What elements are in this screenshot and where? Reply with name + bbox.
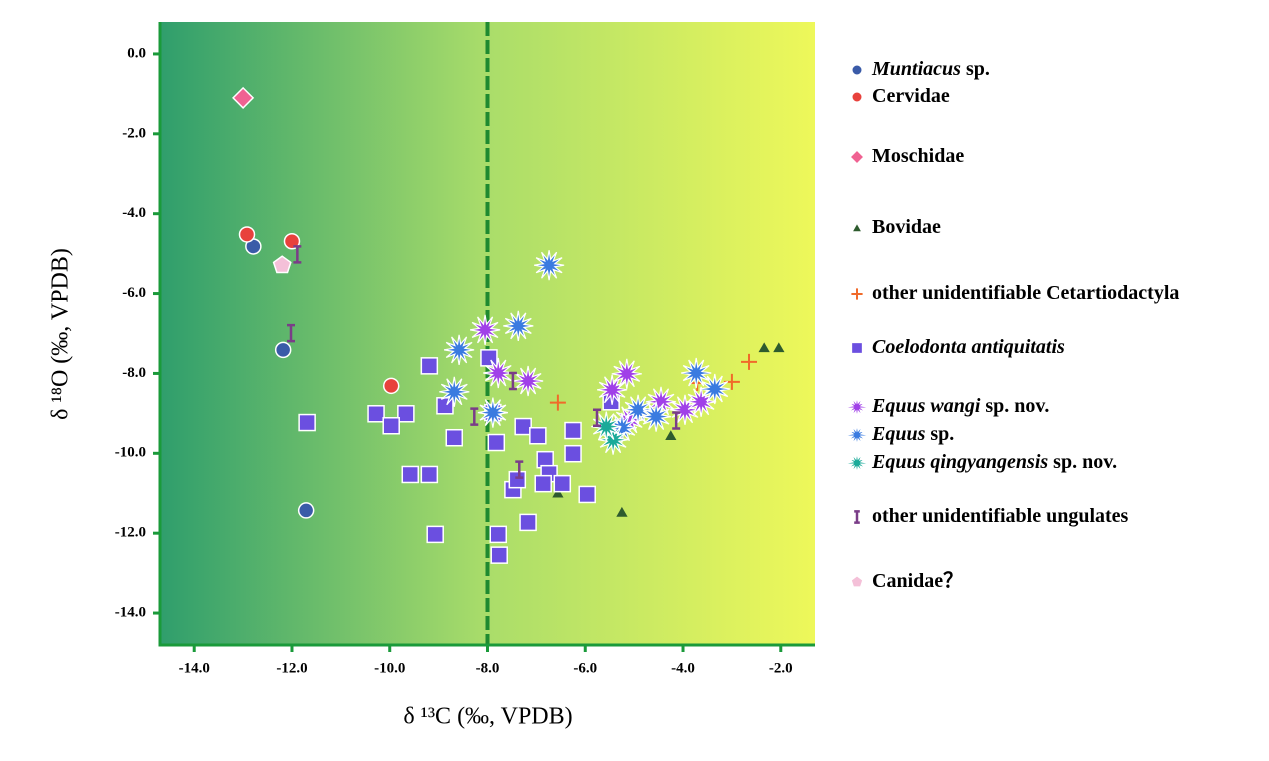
point <box>622 394 654 425</box>
point <box>552 487 564 498</box>
point <box>293 245 302 264</box>
legend-marker <box>851 91 863 103</box>
point <box>426 525 444 544</box>
point <box>397 405 415 423</box>
point <box>483 357 514 389</box>
point <box>382 417 400 435</box>
point <box>420 465 439 484</box>
point <box>515 460 524 479</box>
x-tick-label: -6.0 <box>573 660 597 676</box>
point <box>232 86 255 109</box>
point <box>592 408 601 428</box>
legend-marker <box>848 148 866 166</box>
point <box>503 310 534 342</box>
legend-label: Canidae？ <box>872 570 963 592</box>
point <box>596 374 628 405</box>
point <box>773 342 785 353</box>
point <box>367 405 385 423</box>
point <box>283 232 301 250</box>
legend-marker <box>853 224 861 232</box>
point <box>272 255 292 274</box>
y-tick-label: -10.0 <box>115 445 146 461</box>
point <box>420 357 439 375</box>
point <box>514 417 532 436</box>
point <box>382 377 400 395</box>
legend-label: Coelodonta antiquitatis <box>872 336 1065 358</box>
legend-label: other unidentifiable ungulates <box>872 505 1129 527</box>
x-tick-label: -4.0 <box>671 660 695 676</box>
y-tick-label: -6.0 <box>122 285 146 301</box>
point <box>758 342 770 353</box>
point <box>439 376 470 407</box>
point <box>480 349 498 367</box>
point <box>487 433 506 452</box>
point <box>533 250 565 281</box>
legend-marker <box>851 288 863 300</box>
y-tick-label: 0.0 <box>127 45 146 61</box>
point <box>616 506 628 517</box>
point <box>578 485 596 504</box>
point <box>274 341 292 359</box>
point <box>508 371 517 391</box>
point <box>699 373 730 405</box>
x-tick-label: -8.0 <box>476 660 500 676</box>
legend-label: Equus sp. <box>871 423 954 445</box>
point <box>591 411 622 442</box>
x-axis-label: δ ¹³C (‰, VPDB) <box>403 704 572 730</box>
point <box>597 424 629 455</box>
point <box>564 421 582 440</box>
point <box>640 401 672 432</box>
point <box>665 430 677 440</box>
y-tick-label: -2.0 <box>122 125 146 141</box>
y-tick-label: -8.0 <box>122 365 146 381</box>
legend-label: Muntiacus sp. <box>871 58 990 80</box>
x-tick-label: -12.0 <box>276 660 307 676</box>
x-tick-label: -2.0 <box>769 660 793 676</box>
x-tick-label: -14.0 <box>179 660 210 676</box>
point <box>287 323 295 343</box>
point <box>401 465 420 484</box>
y-tick-label: -12.0 <box>115 525 146 541</box>
point <box>489 525 508 544</box>
point <box>469 314 501 346</box>
point <box>298 413 316 432</box>
legend-label: Bovidae <box>872 216 941 238</box>
point <box>443 334 475 366</box>
legend-marker <box>846 452 868 474</box>
point <box>508 470 527 489</box>
point <box>672 411 681 430</box>
point <box>611 358 642 389</box>
legend-marker <box>846 424 868 446</box>
legend-marker <box>854 510 860 524</box>
point <box>681 357 712 389</box>
legend-label: Equus wangi sp. nov. <box>871 395 1049 417</box>
point <box>519 513 537 532</box>
point <box>297 502 315 519</box>
point <box>534 474 552 493</box>
y-axis-label: δ ¹⁸O (‰, VPDB) <box>48 248 74 420</box>
point <box>553 474 572 493</box>
legend-label: Moschidae <box>872 145 964 167</box>
legend-marker <box>850 341 864 355</box>
y-tick-label: -14.0 <box>115 604 146 620</box>
point <box>529 426 547 445</box>
point <box>470 407 479 426</box>
y-tick-label: -4.0 <box>122 205 146 221</box>
legend-marker <box>850 574 864 588</box>
legend-label: other unidentifiable Cetartiodactyla <box>872 282 1179 304</box>
x-tick-label: -10.0 <box>374 660 405 676</box>
point <box>445 428 464 447</box>
point <box>238 226 256 243</box>
point <box>564 444 582 463</box>
point <box>549 394 566 411</box>
legend-marker <box>846 396 868 418</box>
point <box>477 397 509 428</box>
legend-label: Cervidae <box>872 85 950 107</box>
point <box>490 546 508 564</box>
legend-marker <box>851 64 863 76</box>
legend-label: Equus qingyangensis sp. nov. <box>871 451 1117 473</box>
point <box>741 353 758 370</box>
